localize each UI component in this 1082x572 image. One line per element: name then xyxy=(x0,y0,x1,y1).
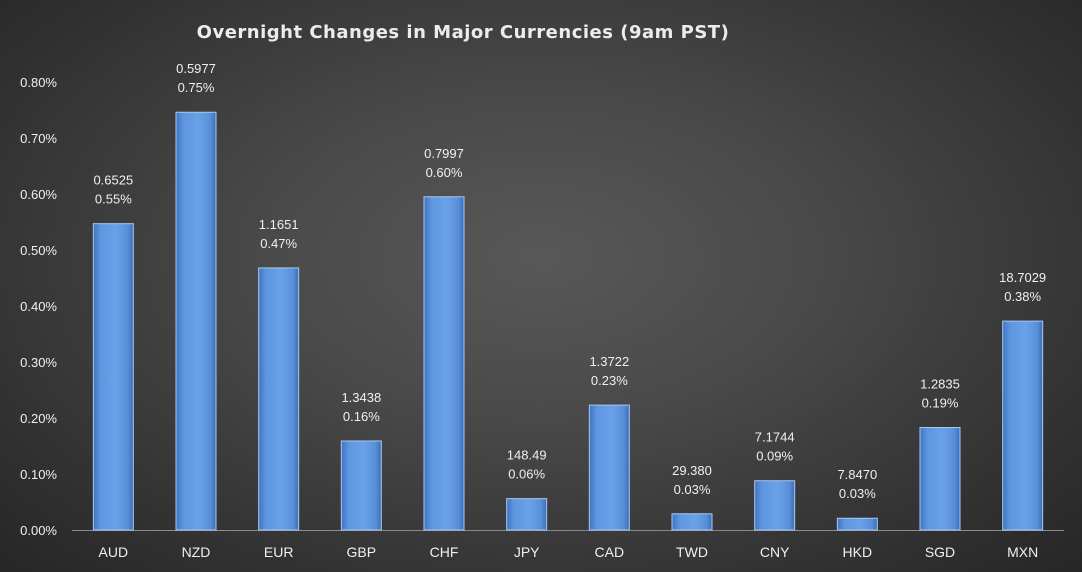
data-label-percent: 0.06% xyxy=(508,467,545,482)
bar-hkd[interactable] xyxy=(836,517,878,531)
bar-jpy[interactable] xyxy=(506,498,548,531)
data-label-rate: 18.7029 xyxy=(999,270,1046,285)
y-tick-label: 0.40% xyxy=(20,299,57,314)
data-label-rate: 148.49 xyxy=(507,448,547,463)
x-tick-label: SGD xyxy=(925,544,955,560)
bar-sgd[interactable] xyxy=(919,427,961,531)
bar-chf[interactable] xyxy=(423,196,465,531)
bar-twd[interactable] xyxy=(671,513,713,531)
x-tick-label: AUD xyxy=(99,544,129,560)
y-tick-label: 0.50% xyxy=(20,243,57,258)
y-tick-label: 0.20% xyxy=(20,411,57,426)
x-tick-label: NZD xyxy=(182,544,211,560)
x-tick-label: HKD xyxy=(843,544,873,560)
y-tick-label: 0.70% xyxy=(20,131,57,146)
y-tick-label: 0.10% xyxy=(20,467,57,482)
x-tick-label: CAD xyxy=(595,544,625,560)
data-label-percent: 0.16% xyxy=(343,409,380,424)
data-label-rate: 29.380 xyxy=(672,463,712,478)
data-label-percent: 0.19% xyxy=(922,396,959,411)
bar-aud[interactable] xyxy=(92,223,134,531)
bar-gbp[interactable] xyxy=(340,440,382,531)
x-tick-label: GBP xyxy=(347,544,377,560)
x-tick-label: JPY xyxy=(514,544,540,560)
data-label-percent: 0.23% xyxy=(591,373,628,388)
data-label-rate: 0.5977 xyxy=(176,61,216,76)
y-tick-label: 0.00% xyxy=(20,523,57,538)
bar-nzd[interactable] xyxy=(175,111,217,531)
y-tick-label: 0.30% xyxy=(20,355,57,370)
data-label-percent: 0.75% xyxy=(178,80,215,95)
data-label-rate: 1.3438 xyxy=(341,390,381,405)
data-label-rate: 0.6525 xyxy=(93,173,133,188)
bar-eur[interactable] xyxy=(258,267,300,531)
data-label-rate: 1.3722 xyxy=(589,354,629,369)
chart-title: Overnight Changes in Major Currencies (9… xyxy=(196,22,730,43)
data-label-rate: 1.2835 xyxy=(920,377,960,392)
x-tick-label: CNY xyxy=(760,544,790,560)
data-label-percent: 0.55% xyxy=(95,192,132,207)
data-label-percent: 0.38% xyxy=(1004,289,1041,304)
x-tick-label: EUR xyxy=(264,544,294,560)
data-label-percent: 0.09% xyxy=(756,449,793,464)
bar-cny[interactable] xyxy=(754,480,796,531)
y-tick-label: 0.80% xyxy=(20,75,57,90)
data-label-percent: 0.03% xyxy=(674,482,711,497)
x-tick-label: MXN xyxy=(1007,544,1038,560)
bar-cad[interactable] xyxy=(588,404,630,531)
data-label-percent: 0.03% xyxy=(839,486,876,501)
x-tick-label: CHF xyxy=(430,544,459,560)
bar-mxn[interactable] xyxy=(1002,320,1044,531)
data-label-rate: 1.1651 xyxy=(259,217,299,232)
y-tick-label: 0.60% xyxy=(20,187,57,202)
data-label-rate: 7.1744 xyxy=(755,430,795,445)
x-tick-label: TWD xyxy=(676,544,708,560)
data-label-rate: 7.8470 xyxy=(837,467,877,482)
data-label-percent: 0.60% xyxy=(426,165,463,180)
data-label-percent: 0.47% xyxy=(260,236,297,251)
data-label-rate: 0.7997 xyxy=(424,146,464,161)
